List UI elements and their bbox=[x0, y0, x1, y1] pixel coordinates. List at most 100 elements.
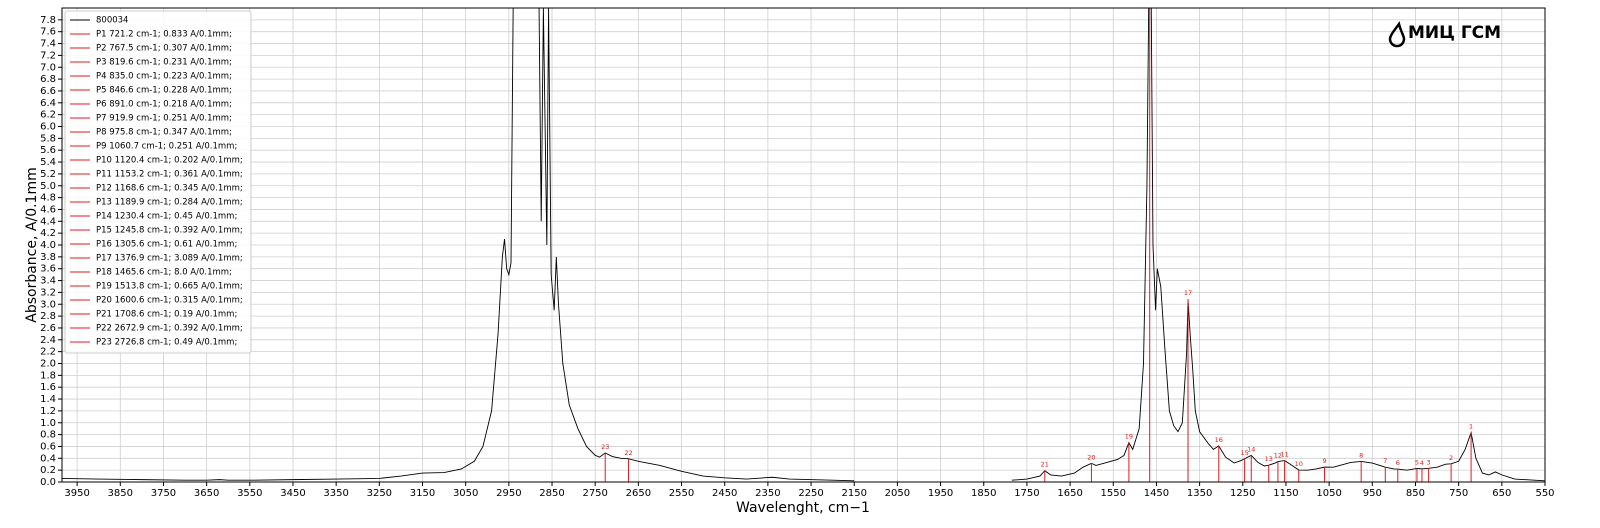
legend-label: 800034 bbox=[96, 16, 128, 26]
y-tick-label: 7.8 bbox=[40, 15, 56, 26]
x-tick-label: 3750 bbox=[151, 488, 176, 499]
y-tick-label: 5.4 bbox=[40, 157, 56, 168]
peak-label: 22 bbox=[624, 449, 632, 457]
peak-label: 23 bbox=[601, 443, 609, 451]
legend-label: P19 1513.8 cm-1; 0.665 A/0.1mm; bbox=[96, 282, 243, 292]
legend-label: P12 1168.6 cm-1; 0.345 A/0.1mm; bbox=[96, 184, 243, 194]
peak-label: 13 bbox=[1265, 455, 1273, 463]
peak-label: 16 bbox=[1215, 436, 1223, 444]
y-tick-label: 6.2 bbox=[40, 110, 56, 121]
peak-label: 1 bbox=[1469, 423, 1473, 431]
y-tick-label: 4.6 bbox=[40, 204, 56, 215]
x-tick-label: 3850 bbox=[108, 488, 133, 499]
x-tick-label: 3950 bbox=[64, 488, 89, 499]
peak-label: 12 bbox=[1274, 452, 1282, 460]
y-tick-label: 5.6 bbox=[40, 145, 56, 156]
logo-icon bbox=[1388, 21, 1406, 48]
peak-label: 6 bbox=[1396, 459, 1400, 467]
legend-label: P13 1189.9 cm-1; 0.284 A/0.1mm; bbox=[96, 198, 243, 208]
y-tick-label: 0.2 bbox=[40, 465, 56, 476]
y-axis-label: Absorbance, A/0.1mm bbox=[24, 167, 40, 322]
x-tick-label: 2250 bbox=[798, 488, 823, 499]
y-tick-label: 5.2 bbox=[40, 169, 56, 180]
legend-label: P1 721.2 cm-1; 0.833 A/0.1mm; bbox=[96, 30, 232, 40]
peak-label: 3 bbox=[1427, 458, 1431, 466]
y-tick-label: 6.6 bbox=[40, 86, 56, 97]
x-tick-label: 3350 bbox=[323, 488, 348, 499]
peak-label: 5 bbox=[1415, 458, 1419, 466]
x-tick-label: 1150 bbox=[1273, 488, 1298, 499]
x-tick-label: 1350 bbox=[1187, 488, 1212, 499]
y-tick-label: 1.0 bbox=[40, 418, 56, 429]
legend-label: P18 1465.6 cm-1; 8.0 A/0.1mm; bbox=[96, 268, 232, 278]
y-tick-label: 2.6 bbox=[40, 323, 56, 334]
legend-label: P6 891.0 cm-1; 0.218 A/0.1mm; bbox=[96, 100, 232, 110]
y-tick-label: 1.8 bbox=[40, 370, 56, 381]
x-tick-label: 2050 bbox=[885, 488, 910, 499]
y-tick-label: 3.0 bbox=[40, 299, 56, 310]
legend-label: P23 2726.8 cm-1; 0.49 A/0.1mm; bbox=[96, 338, 237, 348]
spectrum-line bbox=[62, 8, 1545, 482]
peak-label: 7 bbox=[1383, 457, 1387, 465]
legend-label: P15 1245.8 cm-1; 0.392 A/0.1mm; bbox=[96, 226, 243, 236]
y-tick-label: 0.8 bbox=[40, 430, 56, 441]
legend-label: P7 919.9 cm-1; 0.251 A/0.1mm; bbox=[96, 114, 232, 124]
legend: 800034 P1 721.2 cm-1; 0.833 A/0.1mm; P2 76… bbox=[64, 10, 252, 354]
y-tick-label: 2.0 bbox=[40, 359, 56, 370]
y-tick-label: 1.2 bbox=[40, 406, 56, 417]
legend-label: P5 846.6 cm-1; 0.228 A/0.1mm; bbox=[96, 86, 232, 96]
y-tick-label: 3.8 bbox=[40, 252, 56, 263]
peak-label: 20 bbox=[1087, 453, 1095, 461]
legend-label: P17 1376.9 cm-1; 3.089 A/0.1mm; bbox=[96, 254, 243, 264]
legend-label: P2 767.5 cm-1; 0.307 A/0.1mm; bbox=[96, 44, 232, 54]
peak-label: 17 bbox=[1184, 289, 1192, 297]
peak-label: 14 bbox=[1247, 445, 1255, 453]
x-tick-label: 850 bbox=[1406, 488, 1425, 499]
x-axis-label: Wavelenght, cm−1 bbox=[736, 500, 870, 516]
legend-label: P11 1153.2 cm-1; 0.361 A/0.1mm; bbox=[96, 170, 243, 180]
y-tick-label: 3.6 bbox=[40, 264, 56, 275]
legend-label: P10 1120.4 cm-1; 0.202 A/0.1mm; bbox=[96, 156, 243, 166]
x-tick-label: 3050 bbox=[453, 488, 478, 499]
peak-label: 10 bbox=[1295, 460, 1303, 468]
legend-label: P8 975.8 cm-1; 0.347 A/0.1mm; bbox=[96, 128, 232, 138]
x-tick-label: 1750 bbox=[1014, 488, 1039, 499]
peak-label: 19 bbox=[1125, 433, 1133, 441]
x-tick-label: 3450 bbox=[280, 488, 305, 499]
y-tick-label: 7.4 bbox=[40, 39, 56, 50]
legend-label: P21 1708.6 cm-1; 0.19 A/0.1mm; bbox=[96, 310, 237, 320]
y-tick-label: 4.8 bbox=[40, 193, 56, 204]
y-tick-label: 5.0 bbox=[40, 181, 56, 192]
x-tick-label: 2150 bbox=[842, 488, 867, 499]
x-tick-label: 2450 bbox=[712, 488, 737, 499]
peak-label: 9 bbox=[1322, 457, 1326, 465]
x-tick-label: 1950 bbox=[928, 488, 953, 499]
peak-label: 4 bbox=[1420, 459, 1424, 467]
y-tick-label: 2.4 bbox=[40, 335, 56, 346]
peak-label: 11 bbox=[1280, 451, 1288, 459]
x-tick-label: 3650 bbox=[194, 488, 219, 499]
y-tick-label: 7.2 bbox=[40, 50, 56, 61]
axes: 0.00.20.40.60.81.01.21.41.61.82.02.22.42… bbox=[40, 15, 1554, 499]
y-tick-label: 4.2 bbox=[40, 228, 56, 239]
y-tick-label: 1.6 bbox=[40, 382, 56, 393]
y-tick-label: 2.8 bbox=[40, 311, 56, 322]
y-tick-label: 6.8 bbox=[40, 74, 56, 85]
x-tick-label: 1050 bbox=[1316, 488, 1341, 499]
legend-label: P14 1230.4 cm-1; 0.45 A/0.1mm; bbox=[96, 212, 237, 222]
x-tick-label: 3150 bbox=[410, 488, 435, 499]
x-tick-label: 650 bbox=[1492, 488, 1511, 499]
y-tick-label: 5.8 bbox=[40, 133, 56, 144]
y-tick-label: 1.4 bbox=[40, 394, 56, 405]
x-tick-label: 3250 bbox=[367, 488, 392, 499]
x-tick-label: 750 bbox=[1449, 488, 1468, 499]
logo: МИЦ ГСМ bbox=[1388, 21, 1501, 48]
y-tick-label: 0.4 bbox=[40, 453, 56, 464]
y-tick-label: 0.6 bbox=[40, 441, 56, 452]
y-tick-label: 7.6 bbox=[40, 27, 56, 38]
y-tick-label: 2.2 bbox=[40, 347, 56, 358]
y-tick-label: 0.0 bbox=[40, 477, 56, 488]
peak-label: 2 bbox=[1449, 454, 1453, 462]
x-tick-label: 2950 bbox=[496, 488, 521, 499]
